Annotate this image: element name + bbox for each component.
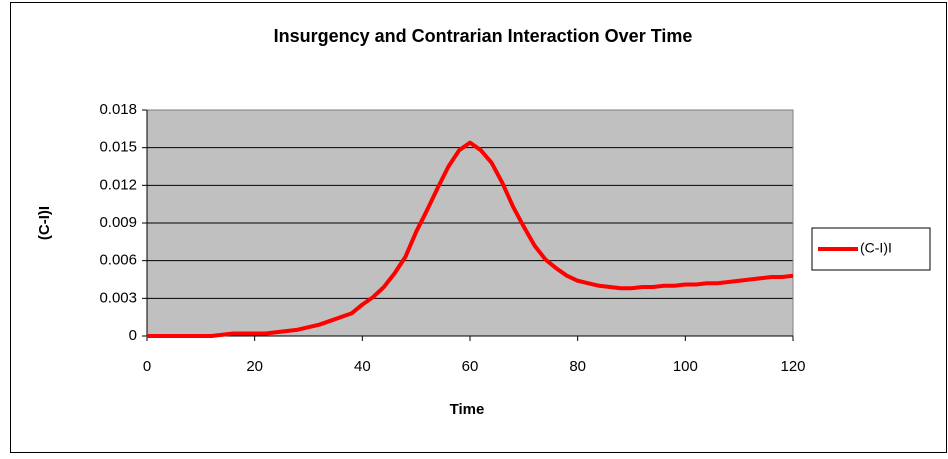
x-axis-title: Time xyxy=(450,401,485,418)
x-tick-label: 0 xyxy=(143,358,151,375)
x-tick-label: 20 xyxy=(246,358,263,375)
y-axis-title: (C-I)I xyxy=(36,206,53,240)
series-line xyxy=(147,140,794,338)
y-tick-label: 0.018 xyxy=(99,101,137,118)
legend-label: (C-I)I xyxy=(860,240,892,256)
x-tick-label: 40 xyxy=(354,358,371,375)
y-tick-label: 0.009 xyxy=(99,214,137,231)
y-tick-label: 0 xyxy=(129,327,137,344)
y-tick-label: 0.015 xyxy=(99,139,137,156)
y-tick-label: 0.003 xyxy=(99,289,137,306)
x-tick-label: 120 xyxy=(780,358,805,375)
y-tick-label: 0.006 xyxy=(99,252,137,269)
x-tick-label: 100 xyxy=(673,358,698,375)
x-tick-label: 80 xyxy=(569,358,586,375)
chart-title: Insurgency and Contrarian Interaction Ov… xyxy=(274,26,693,46)
x-tick-label: 60 xyxy=(462,358,479,375)
y-tick-label: 0.012 xyxy=(99,176,137,193)
